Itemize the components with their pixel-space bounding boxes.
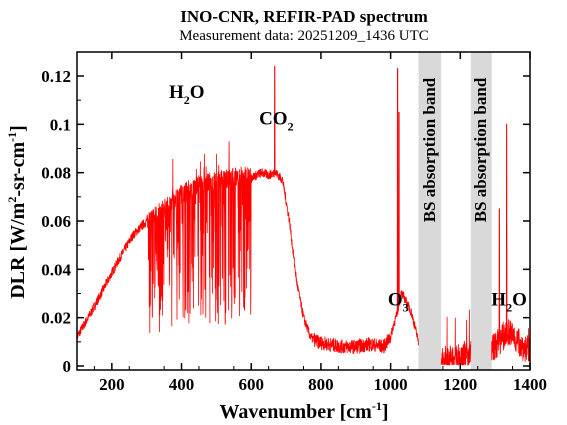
annotation-o3: O3 [388, 290, 409, 315]
x-tick-label: 800 [308, 375, 334, 394]
absorption-band-label-1: BS absorption band [420, 77, 439, 222]
y-tick-label: 0.1 [50, 115, 71, 134]
annotation-h2o-left: H2O [169, 82, 205, 107]
x-tick-label: 1000 [374, 375, 408, 394]
absorption-band-2 [470, 52, 492, 370]
annotation-co2: CO2 [259, 108, 294, 133]
chart-subtitle: Measurement data: 20251209_1436 UTC [179, 28, 429, 44]
y-axis: 0 0.02 0.04 0.06 0.08 0.1 0.12 [41, 67, 530, 376]
y-tick-label: 0.08 [41, 164, 71, 183]
absorption-band-label-2: BS absorption band [471, 77, 490, 222]
series-line [76, 65, 531, 366]
x-tick-label: 1400 [513, 375, 547, 394]
annotations: H2O CO2 O3 H2O [169, 82, 527, 315]
y-tick-label: 0 [63, 357, 72, 376]
x-tick-label: 400 [169, 375, 195, 394]
x-axis-title: Wavenumber [cm-1] [219, 399, 388, 423]
y-tick-label: 0.06 [41, 212, 71, 231]
x-tick-label: 200 [99, 375, 125, 394]
plot-frame [76, 51, 531, 371]
absorption-bands: BS absorption band BS absorption band [418, 52, 492, 370]
annotation-h2o-right: H2O [491, 290, 527, 315]
y-tick-label: 0.04 [41, 260, 71, 279]
chart-title: INO-CNR, REFIR-PAD spectrum [180, 7, 428, 26]
x-axis: 200 400 600 800 1000 1200 1400 [93, 52, 547, 394]
y-tick-label: 0.12 [41, 67, 71, 86]
plot-area [76, 65, 531, 366]
x-tick-label: 600 [238, 375, 264, 394]
x-tick-label: 1200 [443, 375, 477, 394]
absorption-band-1 [418, 52, 442, 370]
y-axis-title: DLR [W/m2-sr-cm-1] [5, 125, 29, 299]
y-tick-label: 0.02 [41, 309, 71, 328]
